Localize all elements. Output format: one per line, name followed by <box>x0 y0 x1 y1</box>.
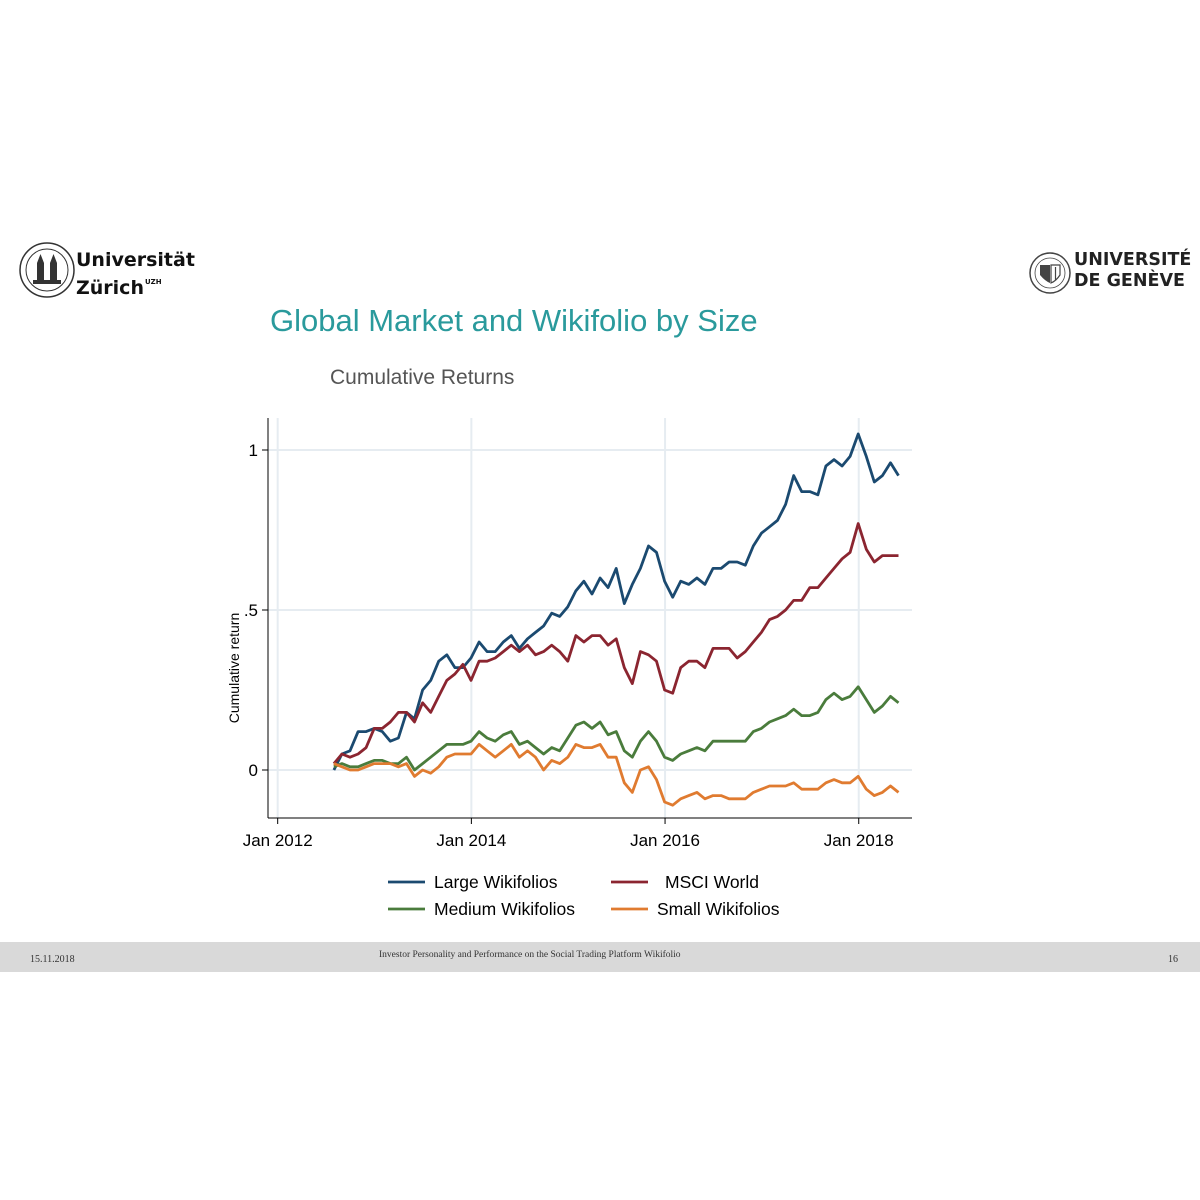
series-line-medium-wikifolios <box>333 685 900 772</box>
legend-label: Medium Wikifolios <box>434 899 575 919</box>
page-number: 16 <box>1168 954 1178 965</box>
y-axis-label: Cumulative return <box>226 613 242 724</box>
series-line-small-wikifolios <box>333 743 900 807</box>
footer-date: 15.11.2018 <box>30 954 75 965</box>
chart-title: Cumulative Returns <box>330 366 515 389</box>
x-tick-label: Jan 2012 <box>243 831 313 850</box>
footer-title: Investor Personality and Performance on … <box>379 950 681 960</box>
x-tick-label: Jan 2016 <box>630 831 700 850</box>
x-tick-label: Jan 2014 <box>436 831 506 850</box>
series-line-large-wikifolios <box>332 432 900 771</box>
series-line-msci-world <box>332 522 899 765</box>
slide-title: Global Market and Wikifolio by Size <box>270 303 758 338</box>
y-tick-label: .5 <box>244 601 258 620</box>
legend-label: Large Wikifolios <box>434 872 558 892</box>
unige-seal-icon <box>1029 252 1071 294</box>
uzh-seal-icon <box>19 242 75 298</box>
unige-logo: UNIVERSITÉ DE GENÈVE <box>1028 247 1192 299</box>
y-tick-label: 1 <box>249 441 258 460</box>
y-tick-label: 0 <box>249 761 258 780</box>
uzh-logo: Universität ZürichUZH <box>18 241 195 301</box>
legend-label: Small Wikifolios <box>657 899 780 919</box>
uzh-name: Universität ZürichUZH <box>76 249 195 299</box>
cumulative-returns-chart: 0 .5 1 Jan 2012 Jan 2014 Jan 2016 Jan 2018 Cumu… <box>226 418 912 919</box>
legend-label: MSCI World <box>665 872 759 892</box>
x-tick-label: Jan 2018 <box>824 831 894 850</box>
unige-name: UNIVERSITÉ DE GENÈVE <box>1074 250 1192 291</box>
footer-bar: 15.11.2018 Investor Personality and Perf… <box>0 942 1200 972</box>
